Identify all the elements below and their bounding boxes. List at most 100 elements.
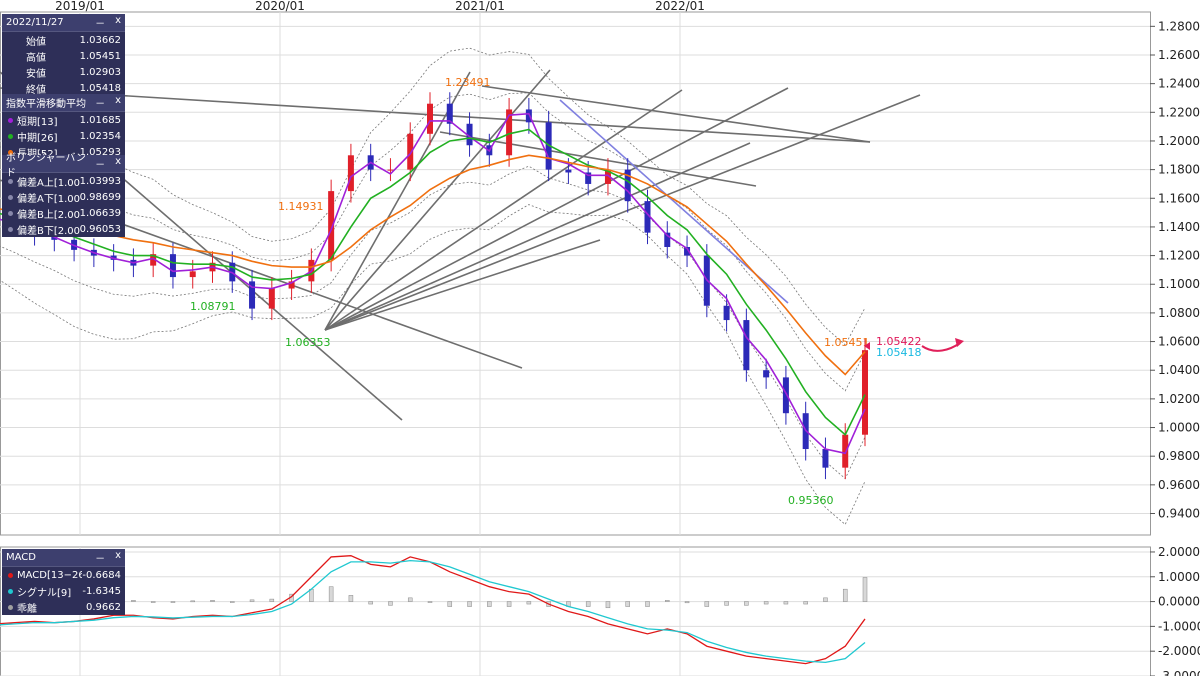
- bollinger-band-line: [0, 204, 866, 526]
- trend-line: [324, 69, 551, 331]
- candle-body: [723, 305, 730, 321]
- forecast-arrowhead-icon: [955, 338, 964, 347]
- macd-panel-header: MACD － x: [2, 549, 125, 567]
- close-button[interactable]: x: [115, 95, 121, 106]
- price-annotation: 1.05422: [876, 335, 922, 348]
- trend-line: [324, 71, 471, 331]
- bollinger-panel-header: ボリンジャーバンド － x: [2, 153, 125, 179]
- macd-histogram-bar: [388, 601, 393, 606]
- bollinger-band-line: [0, 165, 866, 480]
- row-label: 始値: [26, 36, 46, 48]
- minimize-button[interactable]: －: [95, 19, 106, 30]
- macd-histogram-bar: [269, 598, 275, 602]
- minimize-button[interactable]: －: [95, 99, 106, 110]
- panel-row: 始値 1.03662: [2, 32, 125, 48]
- minimize-button[interactable]: －: [95, 554, 106, 565]
- candle-body: [387, 169, 394, 171]
- macd-histogram-bar: [348, 595, 354, 602]
- x-tick-label: 2021/01: [455, 0, 505, 13]
- y-tick-label: 1.16000: [1158, 191, 1200, 205]
- row-label: 高値: [26, 52, 46, 64]
- row-value: -0.6684: [82, 569, 121, 581]
- macd-histogram-bar: [170, 601, 176, 603]
- series-marker-icon: [8, 226, 13, 232]
- macd-histogram-bar: [763, 601, 769, 605]
- x-tick-label: 2020/01: [255, 0, 305, 13]
- candle-body: [506, 109, 513, 156]
- ema-panel-title: 指数平滑移動平均: [6, 99, 86, 110]
- ohlc-date: 2022/11/27: [6, 17, 64, 28]
- macd-panel-title: MACD: [6, 552, 36, 563]
- candle-body: [763, 370, 770, 378]
- macd-histogram-bar: [249, 599, 255, 602]
- series-marker-icon: [8, 588, 13, 594]
- price-annotation: 0.95360: [788, 494, 834, 507]
- close-button[interactable]: x: [115, 550, 121, 561]
- macd-histogram-bar: [724, 601, 729, 606]
- row-label: 偏差A下[1.00]: [17, 193, 80, 205]
- candle-body: [862, 350, 868, 435]
- series-marker-icon: [8, 572, 13, 578]
- y-tick-label: 1.06000: [1158, 335, 1200, 349]
- row-value: 1.01685: [79, 114, 121, 126]
- row-value: -1.6345: [82, 585, 121, 597]
- row-value: 0.9662: [86, 601, 121, 613]
- panel-row: シグナル[9] -1.6345: [2, 583, 125, 599]
- y-tick-label: 1.28000: [1158, 19, 1200, 33]
- panel-row: 短期[13] 1.01685: [2, 112, 125, 128]
- macd-histogram-bar: [328, 586, 334, 602]
- y-tick-label: 1.20000: [1158, 134, 1200, 148]
- candle-body: [782, 377, 789, 414]
- panel-row: 中期[26] 1.02354: [2, 128, 125, 144]
- macd-histogram-bar: [585, 601, 591, 607]
- macd-histogram-bar: [803, 601, 808, 605]
- close-button[interactable]: x: [115, 156, 121, 167]
- macd-histogram-bar: [605, 601, 611, 609]
- ema-panel: 指数平滑移動平均 － x 短期[13] 1.01685 中期[26] 1.02354 長…: [2, 94, 125, 160]
- y-tick-label: 1.18000: [1158, 163, 1200, 177]
- macd-y-tick-label: -3.0000: [1158, 669, 1200, 676]
- ema-line: [0, 154, 866, 376]
- price-annotation: 1.23491: [445, 76, 491, 89]
- bollinger-panel: ボリンジャーバンド － x 偏差A上[1.00] 1.03993 偏差A下[1.00…: [2, 153, 125, 237]
- row-value: 1.05451: [79, 50, 121, 62]
- bollinger-panel-title: ボリンジャーバンド: [6, 152, 86, 179]
- macd-plot-frame: [0, 546, 1151, 676]
- macd-histogram-bar: [447, 601, 453, 607]
- macd-y-tick-label: 2.0000: [1158, 545, 1200, 559]
- ema-panel-header: 指数平滑移動平均 － x: [2, 94, 125, 112]
- row-value: 0.98699: [79, 191, 121, 203]
- panel-row: 偏差B上[2.00] 1.06639: [2, 205, 125, 221]
- series-marker-icon: [8, 117, 13, 123]
- macd-histogram-bar: [506, 601, 512, 607]
- macd-histogram-bar: [190, 600, 195, 603]
- candle-body: [624, 169, 631, 202]
- candle-body: [407, 133, 414, 170]
- y-tick-label: 1.04000: [1158, 363, 1200, 377]
- panel-row: 終値 1.05418: [2, 80, 125, 96]
- candle-body: [565, 169, 572, 173]
- row-label: 終値: [26, 84, 46, 96]
- candle-body: [585, 172, 592, 184]
- minimize-button[interactable]: －: [95, 160, 106, 171]
- macd-histogram-bar: [131, 600, 136, 602]
- y-tick-label: 1.12000: [1158, 249, 1200, 263]
- row-label: 安値: [26, 68, 46, 80]
- row-value: 1.03662: [79, 34, 121, 46]
- candle-body: [249, 281, 256, 309]
- macd-histogram-bar: [862, 577, 868, 602]
- row-label: 偏差B下[2.00]: [17, 225, 80, 237]
- x-tick-label: 2019/01: [55, 0, 105, 13]
- trend-line: [324, 142, 751, 331]
- series-marker-icon: [8, 604, 13, 610]
- close-button[interactable]: x: [115, 15, 121, 26]
- row-label: 乖離: [17, 603, 37, 615]
- candle-body: [169, 254, 176, 278]
- macd-histogram-bar: [783, 601, 789, 605]
- row-label: 短期[13]: [17, 116, 58, 128]
- row-label: 偏差B上[2.00]: [17, 209, 80, 221]
- macd-y-tick-label: -1.0000: [1158, 619, 1200, 633]
